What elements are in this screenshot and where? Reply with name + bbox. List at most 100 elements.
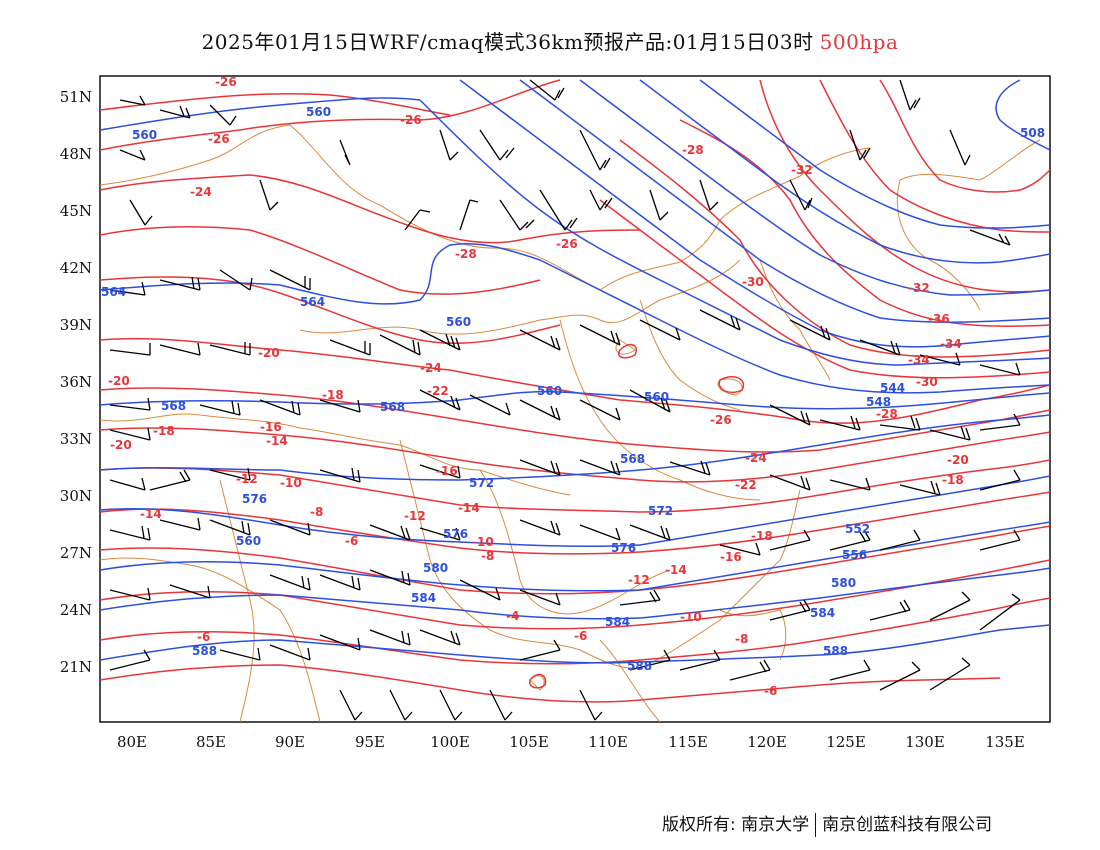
height-label: 564 — [101, 285, 126, 299]
temp-label: -28 — [876, 407, 898, 421]
height-label: 584 — [810, 606, 835, 620]
height-label: 576 — [242, 492, 267, 506]
temp-label: -10 — [280, 476, 302, 490]
temp-label: -20 — [947, 453, 969, 467]
temp-label: -36 — [928, 312, 950, 326]
temp-label: -32 — [791, 163, 813, 177]
temp-label: -22 — [735, 478, 757, 492]
lon-label: 85E — [196, 733, 226, 751]
temp-label: -12 — [628, 573, 650, 587]
temp-label: -14 — [266, 434, 288, 448]
lat-label: 36N — [60, 373, 92, 391]
temp-label: -16 — [720, 550, 742, 564]
temp-label: -18 — [153, 424, 175, 438]
height-label: 588 — [192, 644, 217, 658]
height-contours — [100, 79, 1050, 664]
height-label: 576 — [611, 541, 636, 555]
height-label: 572 — [469, 476, 494, 490]
height-label: 568 — [620, 452, 645, 466]
temp-label: -4 — [506, 609, 519, 623]
temp-label: -6 — [197, 630, 210, 644]
temp-label: -10 — [472, 535, 494, 549]
temp-label: -30 — [916, 375, 938, 389]
height-label: 588 — [627, 659, 652, 673]
temp-label: -26 — [215, 75, 237, 89]
lon-label: 125E — [826, 733, 866, 751]
height-label: 560 — [306, 105, 331, 119]
height-label: 544 — [880, 381, 905, 395]
lon-label: 135E — [985, 733, 1025, 751]
temp-label: -18 — [322, 388, 344, 402]
lat-label: 30N — [60, 487, 92, 505]
temp-label: -8 — [481, 549, 494, 563]
height-label: 584 — [411, 591, 436, 605]
temp-label: -16 — [260, 420, 282, 434]
footer-divider — [815, 813, 817, 837]
temp-label: -6 — [345, 534, 358, 548]
height-label: 584 — [605, 615, 630, 629]
height-label: 556 — [842, 548, 867, 562]
map-title: 2025年01月15日WRF/cmaq模式36km预报产品:01月15日03时 5… — [0, 26, 1100, 55]
temp-label: -6 — [574, 629, 587, 643]
lon-label: 115E — [668, 733, 708, 751]
lon-label: 95E — [355, 733, 385, 751]
lat-label: 48N — [60, 145, 92, 163]
height-label: 508 — [1020, 126, 1045, 140]
temp-label: -34 — [908, 353, 930, 367]
height-label: 560 — [537, 384, 562, 398]
height-label: 568 — [380, 400, 405, 414]
temp-label: -14 — [458, 501, 480, 515]
temp-label: -8 — [310, 505, 323, 519]
temp-label: -18 — [751, 529, 773, 543]
temp-label: -26 — [208, 132, 230, 146]
latitude-axis: 51N 48N 45N 42N 39N 36N 33N 30N 27N 24N … — [60, 88, 92, 676]
temp-label: -34 — [940, 337, 962, 351]
height-label: 564 — [300, 295, 325, 309]
lon-label: 80E — [117, 733, 147, 751]
lat-label: 45N — [60, 202, 92, 220]
lat-label: 39N — [60, 316, 92, 334]
pressure-level-label: 500hpa — [819, 30, 899, 54]
lat-label: 24N — [60, 601, 92, 619]
temp-label: -24 — [190, 185, 212, 199]
temp-label: -28 — [455, 247, 477, 261]
lon-label: 110E — [588, 733, 628, 751]
temp-label: -26 — [710, 413, 732, 427]
height-label: 560 — [446, 315, 471, 329]
copyright-footer: 版权所有: 南京大学 南京创蓝科技有限公司 — [662, 810, 992, 837]
lat-label: 27N — [60, 544, 92, 562]
height-label: 560 — [644, 390, 669, 404]
temp-label: -12 — [236, 472, 258, 486]
lon-label: 120E — [747, 733, 787, 751]
temperature-labels: -26 -26 -24 -26 -28 -26 -28 -32 -30 -34 … — [108, 75, 969, 698]
height-label: 568 — [161, 399, 186, 413]
height-label: 580 — [831, 576, 856, 590]
temp-label: -12 — [404, 509, 426, 523]
temp-label: -10 — [680, 610, 702, 624]
temp-label: -32 — [908, 281, 930, 295]
height-label: 588 — [823, 644, 848, 658]
temp-label: -20 — [110, 438, 132, 452]
temp-label: -26 — [556, 237, 578, 251]
height-label: 560 — [236, 534, 261, 548]
temp-label: -14 — [665, 563, 687, 577]
temp-label: -18 — [942, 473, 964, 487]
lon-label: 90E — [275, 733, 305, 751]
company-text: 南京创蓝科技有限公司 — [822, 815, 993, 835]
lat-label: 51N — [60, 88, 92, 106]
temp-label: -20 — [108, 374, 130, 388]
lat-label: 42N — [60, 259, 92, 277]
height-label: 580 — [423, 561, 448, 575]
height-label: 548 — [866, 395, 891, 409]
height-label: 576 — [443, 527, 468, 541]
temp-label: -14 — [140, 507, 162, 521]
temp-label: -16 — [436, 464, 458, 478]
temp-label: -30 — [742, 275, 764, 289]
height-label: 572 — [648, 504, 673, 518]
height-label: 560 — [132, 128, 157, 142]
height-label: 552 — [845, 522, 870, 536]
temp-label: -22 — [427, 384, 449, 398]
temp-label: -20 — [258, 346, 280, 360]
lat-label: 21N — [60, 658, 92, 676]
